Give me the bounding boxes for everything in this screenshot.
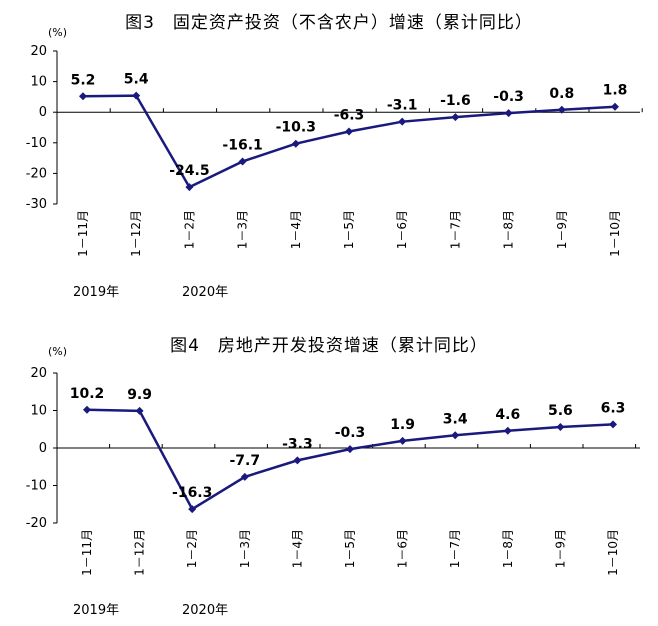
year-label-2020: 2020年 — [182, 285, 229, 300]
x-tick-label: 1－5月 — [342, 210, 356, 249]
x-tick-label: 1－8月 — [502, 210, 516, 249]
data-point — [556, 423, 565, 431]
chart-plot: 20 10 0 -10 -20 -30 1－11月 1－12月 1－2月 1－3月 1－4月 1－5月… — [26, 44, 643, 257]
x-tick-label: 1－7月 — [448, 210, 462, 249]
x-tick-label: 1－9月 — [555, 210, 569, 249]
y-tick-label: 0 — [39, 441, 47, 456]
chart-fixed-asset-investment: 图3 固定资产投资（不含农户）增速（累计同比） (%) 20 10 0 -10 -20 -… — [26, 13, 643, 300]
y-tick-label: -10 — [26, 479, 47, 494]
y-tick-label: -30 — [26, 197, 47, 212]
data-label: 0.8 — [549, 86, 574, 102]
data-label: 9.9 — [127, 387, 152, 403]
data-point — [611, 102, 619, 111]
y-tick-label: -10 — [26, 136, 47, 151]
data-label: -0.3 — [493, 89, 524, 105]
y-unit-label: (%) — [48, 345, 68, 358]
x-tick-label: 1－2月 — [182, 210, 196, 249]
data-label: -16.3 — [172, 485, 212, 501]
x-tick-label: 1－6月 — [395, 210, 409, 249]
data-point — [291, 139, 300, 148]
x-tick-label: 1－5月 — [343, 529, 357, 568]
data-label: 4.6 — [495, 407, 520, 423]
x-tick-label: 1－11月 — [76, 210, 90, 257]
data-label: -0.3 — [335, 425, 366, 441]
x-tick-label: 1－3月 — [238, 529, 252, 568]
data-label: 5.6 — [548, 403, 573, 419]
x-tick-label: 1－11月 — [80, 529, 94, 576]
x-tick-label: 1－3月 — [236, 210, 250, 249]
data-label: -24.5 — [169, 163, 209, 179]
y-tick-label: 10 — [30, 404, 47, 419]
data-label: 5.2 — [71, 72, 96, 88]
data-point — [188, 505, 197, 514]
data-point — [83, 405, 91, 414]
x-tick-label: 1－12月 — [129, 210, 143, 257]
x-tick-label: 1－6月 — [396, 529, 410, 568]
data-label: 3.4 — [443, 411, 468, 427]
data-point — [185, 183, 194, 192]
data-point — [398, 436, 407, 445]
data-label: 6.3 — [601, 400, 626, 416]
y-tick-label: 10 — [30, 75, 47, 90]
data-point — [504, 109, 513, 118]
x-tick-label: 1－7月 — [448, 529, 462, 568]
data-label: 10.2 — [70, 386, 105, 402]
data-label: -10.3 — [276, 120, 316, 136]
data-label: -7.7 — [229, 453, 260, 469]
data-point — [132, 91, 141, 100]
x-tick-label: 1－12月 — [133, 529, 147, 576]
data-label: 1.9 — [390, 417, 415, 433]
data-label: -1.6 — [440, 93, 471, 109]
data-point — [451, 431, 460, 440]
data-label: -16.1 — [222, 137, 262, 153]
chart-title: 图4 房地产开发投资增速（累计同比） — [170, 336, 488, 356]
x-tick-label: 1－8月 — [501, 529, 515, 568]
data-point — [135, 406, 144, 415]
data-point — [240, 472, 249, 481]
y-unit-label: (%) — [48, 26, 68, 39]
x-tick-label: 1－4月 — [289, 210, 303, 249]
year-label-2020: 2020年 — [182, 603, 229, 618]
data-label: 5.4 — [124, 72, 149, 88]
chart-title: 图3 固定资产投资（不含农户）增速（累计同比） — [125, 13, 533, 33]
x-tick-label: 1－10月 — [606, 529, 620, 576]
data-point — [345, 127, 353, 136]
x-tick-label: 1－9月 — [553, 529, 567, 568]
data-point — [293, 456, 302, 465]
data-point — [557, 105, 566, 114]
chart-plot: 20 10 0 -10 -20 1－11月 1－12月 1－2月 1－3月 1－4月 1－5月 1－6… — [26, 366, 640, 576]
x-tick-label: 1－4月 — [290, 529, 304, 568]
data-point — [398, 117, 407, 126]
data-label: -3.3 — [282, 436, 313, 452]
year-label-2019: 2019年 — [73, 603, 120, 618]
y-tick-label: -20 — [26, 516, 47, 531]
data-point — [451, 113, 460, 122]
data-point — [503, 426, 512, 435]
year-label-2019: 2019年 — [73, 285, 120, 300]
y-tick-label: 20 — [30, 44, 47, 59]
data-label: 1.8 — [603, 83, 628, 99]
x-tick-label: 1－10月 — [608, 210, 622, 257]
data-label: -6.3 — [334, 107, 365, 123]
data-point — [79, 92, 87, 101]
data-label: -3.1 — [387, 98, 418, 114]
y-tick-label: -20 — [26, 166, 47, 181]
chart-real-estate-investment: 图4 房地产开发投资增速（累计同比） (%) 20 10 0 -10 -20 1－11月 1… — [0, 313, 658, 626]
data-point — [238, 157, 247, 166]
data-point — [346, 445, 354, 454]
data-point — [609, 420, 617, 429]
y-tick-label: 0 — [39, 105, 47, 120]
x-tick-label: 1－2月 — [185, 529, 199, 568]
y-tick-label: 20 — [30, 366, 47, 381]
